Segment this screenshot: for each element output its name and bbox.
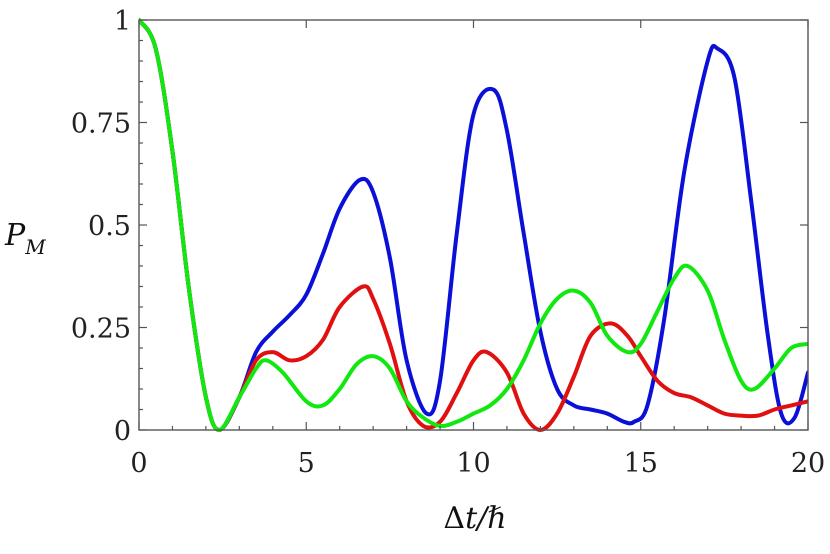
x-tick-label: 5 <box>298 448 315 479</box>
plot-frame <box>138 19 809 431</box>
series-line-1 <box>139 18 808 432</box>
x-axis-title: Δt/ℏ <box>443 501 506 536</box>
y-tick-label: 0.5 <box>88 211 131 242</box>
x-tick-label: 15 <box>624 448 658 479</box>
series-line-3 <box>139 18 808 432</box>
series-line-2 <box>139 18 808 432</box>
y-tick-label: 0.75 <box>71 109 131 140</box>
y-axis: 0 0.25 0.5 0.75 1 <box>71 6 808 447</box>
y-tick-label: 0.25 <box>71 314 131 345</box>
y-tick-label: 1 <box>114 6 131 37</box>
series-layer <box>139 18 808 432</box>
x-tick-label: 0 <box>130 448 147 479</box>
x-tick-label: 20 <box>791 448 825 479</box>
y-tick-label: 0 <box>114 416 131 447</box>
x-tick-label: 10 <box>456 448 490 479</box>
x-axis: 0 5 10 15 20 <box>130 20 825 479</box>
y-axis-title: PM <box>4 218 46 259</box>
